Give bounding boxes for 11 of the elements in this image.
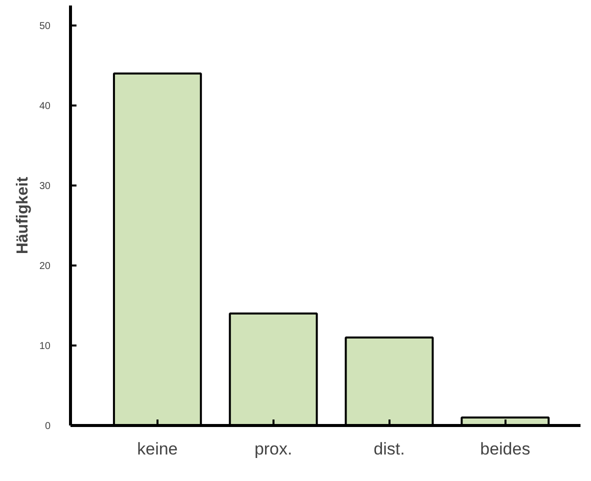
x-tick-label: dist. (374, 440, 405, 458)
y-tick-label: 10 (39, 341, 51, 352)
y-tick-label: 50 (39, 21, 51, 32)
y-tick-label: 30 (39, 181, 51, 192)
x-tick-label: keine (137, 440, 178, 458)
y-tick-label: 0 (44, 421, 51, 432)
y-tick-label: 40 (39, 101, 51, 112)
x-tick-label: prox. (254, 440, 292, 458)
x-tick-label: beides (480, 440, 530, 458)
y-tick-label: 20 (39, 261, 51, 272)
y-axis-title: Häufigkeit (14, 176, 32, 254)
